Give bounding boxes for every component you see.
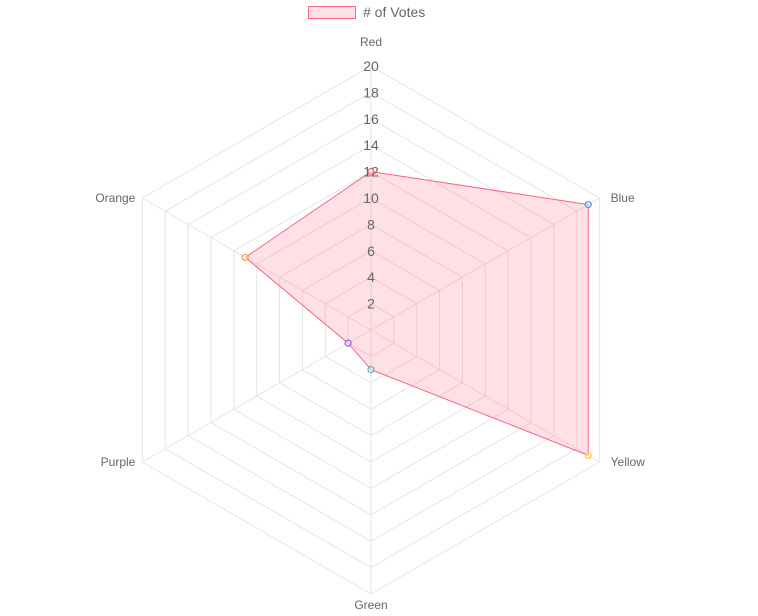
radar-grid [141, 65, 601, 595]
point-labels: Red Blue Yellow Green Purple Orange [95, 35, 645, 612]
legend-label-votes: # of Votes [363, 4, 426, 20]
legend[interactable]: # of Votes [308, 3, 425, 21]
axis-label-green: Green [354, 598, 387, 612]
angle-line [142, 197, 372, 331]
axis-label-purple: Purple [101, 455, 136, 469]
data-point-red[interactable] [367, 167, 375, 176]
r-tick-label: 2 [367, 296, 375, 312]
axis-label-orange: Orange [95, 191, 135, 205]
angle-line [370, 329, 600, 463]
r-tick-label: 10 [363, 190, 379, 206]
r-tick-label: 8 [367, 216, 375, 232]
r-tick-label: 12 [363, 164, 379, 180]
radial-ticks: 2 4 6 8 10 12 14 16 18 20 [363, 58, 379, 312]
data-point-orange[interactable] [241, 253, 249, 262]
data-point-yellow[interactable] [584, 451, 592, 460]
radar-points [241, 167, 592, 460]
r-tick-label: 6 [367, 243, 375, 259]
r-tick-label: 14 [363, 137, 379, 153]
r-tick-label: 4 [367, 269, 375, 285]
axis-label-red: Red [360, 35, 382, 49]
r-tick-label: 18 [363, 84, 379, 100]
data-point-purple[interactable] [344, 339, 352, 347]
r-tick-label: 16 [363, 111, 379, 127]
series-area [244, 171, 589, 457]
legend-swatch [308, 5, 356, 19]
axis-label-blue: Blue [611, 191, 635, 205]
angle-line [142, 329, 372, 463]
angle-line [370, 197, 600, 331]
radar-data [244, 171, 589, 457]
data-point-blue[interactable] [584, 200, 592, 209]
axis-label-yellow: Yellow [611, 455, 646, 469]
data-point-green[interactable] [367, 365, 375, 374]
r-tick-label: 20 [363, 58, 379, 74]
